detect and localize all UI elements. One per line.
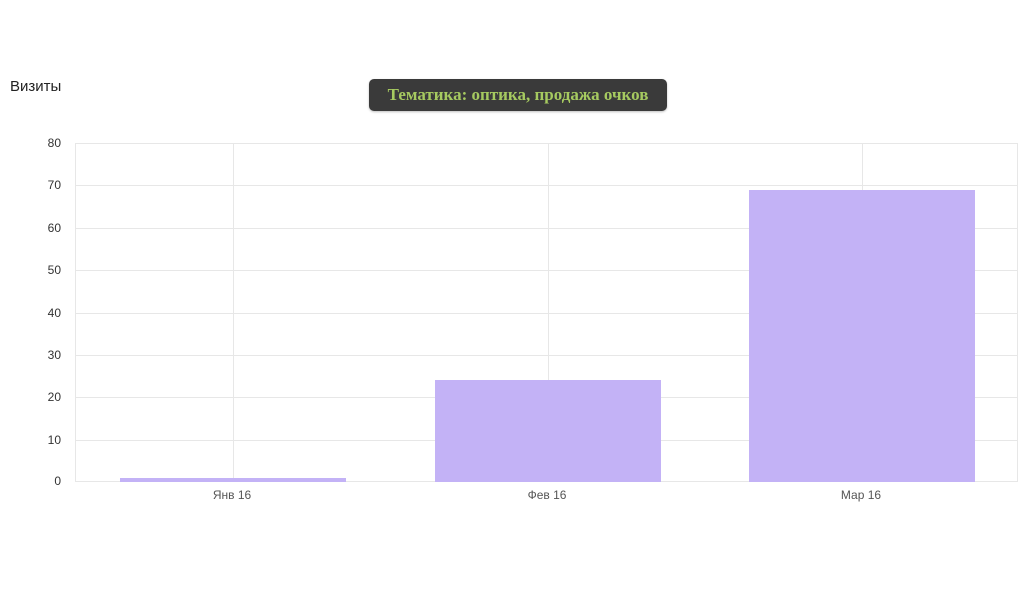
y-axis-tick-label: 10 <box>47 433 61 447</box>
x-axis-labels: Янв 16 Фев 16 Мар 16 <box>75 488 1018 504</box>
y-axis-tick-label: 80 <box>47 136 61 150</box>
chart-bar-1[interactable] <box>120 478 346 482</box>
x-axis-tick-label: Мар 16 <box>840 488 882 502</box>
chart-title: Визиты <box>10 78 62 95</box>
chart-bar-2[interactable] <box>435 380 661 482</box>
chart-bar-3[interactable] <box>749 190 975 482</box>
x-axis-tick-label: Фев 16 <box>527 488 567 502</box>
y-axis-tick-label: 50 <box>47 263 61 277</box>
y-axis-tick-label: 30 <box>47 348 61 362</box>
y-axis-tick-label: 40 <box>47 306 61 320</box>
theme-tooltip: Тематика: оптика, продажа очков <box>369 79 667 111</box>
y-axis-tick-label: 20 <box>47 390 61 404</box>
x-axis-tick-label: Янв 16 <box>212 488 252 502</box>
h-gridline <box>76 143 1017 144</box>
y-axis-labels: 0 10 20 30 40 50 60 70 80 <box>0 136 61 488</box>
y-axis-tick-label: 0 <box>54 474 61 488</box>
h-gridline <box>76 270 1017 271</box>
y-axis-tick-label: 70 <box>47 178 61 192</box>
h-gridline <box>76 313 1017 314</box>
v-gridline <box>548 143 549 482</box>
h-gridline <box>76 355 1017 356</box>
v-gridline <box>233 143 234 482</box>
y-axis-tick-label: 60 <box>47 221 61 235</box>
h-gridline <box>76 185 1017 186</box>
theme-tooltip-text: Тематика: оптика, продажа очков <box>387 85 649 104</box>
h-gridline <box>76 228 1017 229</box>
plot-area <box>75 143 1018 482</box>
